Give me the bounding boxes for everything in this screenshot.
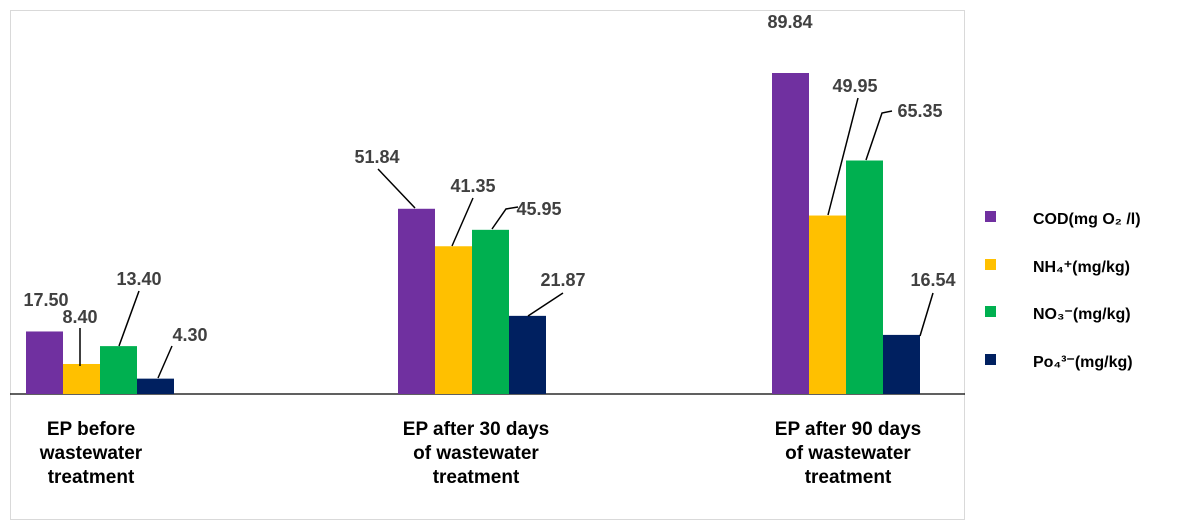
legend-swatch-1: [985, 211, 996, 222]
bar-2-3: [809, 215, 846, 394]
legend-label-3: NO₃⁻(mg/kg): [1033, 306, 1131, 323]
leader-line-3-3: [865, 110, 893, 161]
category-label-1-line-1: EP before: [47, 419, 135, 440]
legend-swatch-4: [985, 354, 996, 365]
leader-line-4-1: [157, 345, 173, 379]
bar-3-1: [100, 346, 137, 394]
category-label-3-line-2: of wastewater: [785, 443, 911, 464]
value-label-4-1: 4.30: [172, 325, 207, 345]
value-label-1-3: 89.84: [767, 12, 812, 32]
category-label-2-line-1: EP after 30 days: [403, 419, 549, 440]
bar-1-3: [772, 73, 809, 394]
value-label-1-1: 17.50: [23, 290, 68, 310]
category-label-2-line-3: treatment: [433, 467, 520, 488]
legend-swatch-2: [985, 259, 996, 270]
category-label-3-line-1: EP after 90 days: [775, 419, 921, 440]
bar-1-2: [398, 208, 435, 394]
value-label-2-3: 49.95: [832, 76, 877, 96]
leader-line-2-3: [827, 97, 859, 216]
value-label-4-2: 21.87: [540, 270, 585, 290]
leader-line-4-3: [919, 292, 934, 337]
bar-2-2: [435, 246, 472, 394]
value-label-1-2: 51.84: [354, 147, 399, 167]
bar-3-2: [472, 229, 509, 394]
leader-line-3-1: [118, 290, 140, 347]
bar-1-1: [26, 331, 63, 394]
bar-3-3: [846, 160, 883, 394]
value-label-2-1: 8.40: [62, 307, 97, 327]
value-label-4-3: 16.54: [910, 270, 955, 290]
bar-2-1: [63, 363, 100, 394]
leader-line-3-2: [491, 206, 519, 230]
leader-line-1-2: [377, 168, 416, 209]
leader-line-2-2: [451, 197, 474, 247]
legend-swatch-3: [985, 306, 996, 317]
value-label-2-2: 41.35: [450, 176, 495, 196]
value-label-3-3: 65.35: [897, 101, 942, 121]
legend-label-1: COD(mg O₂ /l): [1033, 211, 1141, 228]
bar-4-3: [883, 334, 920, 394]
legend-label-4: Po₄³⁻(mg/kg): [1033, 354, 1133, 371]
category-label-3-line-3: treatment: [805, 467, 892, 488]
value-label-3-2: 45.95: [516, 199, 561, 219]
leader-line-4-2: [527, 292, 564, 317]
bar-4-1: [137, 378, 174, 394]
category-label-2-line-2: of wastewater: [413, 443, 539, 464]
legend-label-2: NH₄⁺(mg/kg): [1033, 259, 1130, 276]
bar-4-2: [509, 315, 546, 394]
category-label-1-line-2: wastewater: [39, 443, 143, 464]
value-label-3-1: 13.40: [116, 269, 161, 289]
category-label-1-line-3: treatment: [48, 467, 135, 488]
